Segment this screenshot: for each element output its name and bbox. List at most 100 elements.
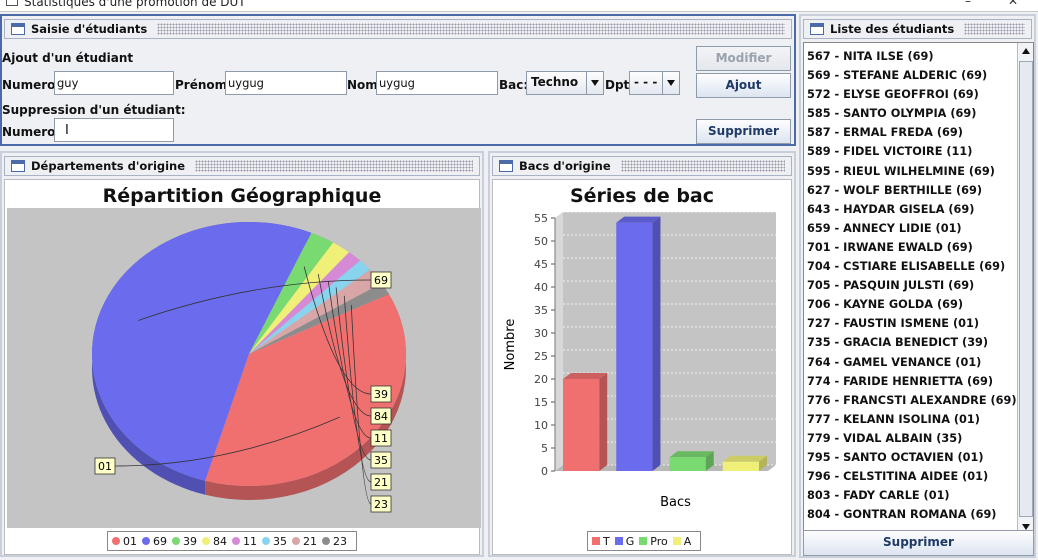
legend-square-icon: [592, 537, 600, 545]
pie-legend-label: 84: [213, 535, 227, 548]
bar-y-tick-label: 25: [534, 350, 548, 363]
bar-chart: 0 5 10 15 20 25 30 35 40 45 50 55 Nombre Bacs: [493, 208, 791, 528]
suppr-numero-label: Numero:: [2, 125, 60, 139]
bar-y-tick-label: 5: [541, 442, 548, 455]
list-scrollbar[interactable]: [1017, 43, 1034, 537]
drag-grip[interactable]: [195, 160, 473, 172]
list-item[interactable]: 779 - VIDAL ALBAIN (35): [804, 429, 1016, 448]
list-item[interactable]: 572 - ELYSE GEOFFROI (69): [804, 85, 1016, 104]
list-item[interactable]: 727 - FAUSTIN ISMENE (01): [804, 314, 1016, 333]
liste-frame: Liste des étudiants 567 - NITA ILSE (69)…: [799, 14, 1036, 558]
saisie-header[interactable]: Saisie d'étudiants: [4, 19, 792, 39]
bar-y-tick-label: 55: [534, 212, 548, 225]
list-item[interactable]: 776 - FRANCSTI ALEXANDRE (69): [804, 391, 1016, 410]
bar-y-tick-label: 30: [534, 327, 548, 340]
scroll-up-icon[interactable]: [1018, 43, 1034, 59]
legend-dot-icon: [202, 537, 210, 545]
list-item[interactable]: 704 - CSTIARE ELISABELLE (69): [804, 257, 1016, 276]
bar-y-tick-label: 10: [534, 419, 548, 432]
bar-legend-label: A: [684, 535, 692, 548]
bar-G: [616, 223, 652, 471]
pie-label: 11: [374, 432, 388, 445]
prenom-input[interactable]: uygug: [225, 71, 347, 95]
dpt-select[interactable]: - - -: [629, 71, 680, 95]
legend-dot-icon: [172, 537, 180, 545]
list-item[interactable]: 643 - HAYDAR GISELA (69): [804, 200, 1016, 219]
pie-legend-item: 39: [172, 535, 197, 548]
scroll-thumb[interactable]: [1019, 61, 1033, 517]
chevron-down-icon[interactable]: [662, 72, 679, 94]
pie-legend-label: 01: [123, 535, 137, 548]
chevron-down-icon[interactable]: [586, 72, 603, 94]
liste-title: Liste des étudiants: [830, 22, 954, 36]
bac-value: Techno: [531, 75, 578, 89]
bar-legend-item: A: [673, 535, 692, 548]
pie-legend-item: 01: [112, 535, 137, 548]
bar-legend-item: T: [592, 535, 610, 548]
list-item[interactable]: 659 - ANNECY LIDIE (01): [804, 219, 1016, 238]
list-item[interactable]: 585 - SANTO OLYMPIA (69): [804, 104, 1016, 123]
drag-grip[interactable]: [964, 23, 1025, 35]
pie-legend-item: 11: [232, 535, 257, 548]
numero-input[interactable]: guy: [54, 71, 174, 95]
list-item[interactable]: 701 - IRWANE EWALD (69): [804, 238, 1016, 257]
list-item[interactable]: 804 - GONTRAN ROMANA (69): [804, 505, 1016, 524]
bar-legend-item: G: [615, 535, 635, 548]
window-titlebar: Statistiques d'une promotion de DUT – ✕: [0, 0, 1038, 12]
list-item[interactable]: 795 - SANTO OCTAVIEN (01): [804, 448, 1016, 467]
student-list[interactable]: 567 - NITA ILSE (69) 569 - STEFANE ALDERI…: [803, 42, 1034, 538]
suppr-numero-input[interactable]: I: [54, 118, 174, 142]
pie-legend-label: 39: [183, 535, 197, 548]
list-item[interactable]: 777 - KELANN ISOLINA (01): [804, 410, 1016, 429]
drag-grip[interactable]: [157, 23, 785, 35]
pie-label: 21: [374, 476, 388, 489]
frame-icon: [11, 160, 25, 172]
pie-legend-item: 35: [262, 535, 287, 548]
frame-icon: [11, 23, 25, 35]
list-item[interactable]: 705 - PASQUIN JULSTI (69): [804, 276, 1016, 295]
pie-label: 69: [374, 274, 388, 287]
departements-header[interactable]: Départements d'origine: [4, 156, 480, 176]
liste-header[interactable]: Liste des étudiants: [803, 19, 1032, 39]
saisie-frame: Saisie d'étudiants Ajout d'un étudiant N…: [0, 14, 796, 146]
list-item[interactable]: 764 - GAMEL VENANCE (01): [804, 353, 1016, 372]
bar-legend-label: T: [603, 535, 610, 548]
close-button[interactable]: ✕: [1005, 0, 1021, 8]
bacs-frame: Bacs d'origine Séries de bac 0 5 10 15 20 25 3…: [488, 151, 796, 557]
drag-grip[interactable]: [621, 160, 785, 172]
list-item[interactable]: 589 - FIDEL VICTOIRE (11): [804, 142, 1016, 161]
list-item[interactable]: 803 - FADY CARLE (01): [804, 486, 1016, 505]
bar-plot-wall: [555, 212, 563, 471]
list-item[interactable]: 567 - NITA ILSE (69): [804, 47, 1016, 66]
list-item[interactable]: 774 - FARIDE HENRIETTA (69): [804, 372, 1016, 391]
list-item[interactable]: 706 - KAYNE GOLDA (69): [804, 295, 1016, 314]
bacs-header[interactable]: Bacs d'origine: [492, 156, 792, 176]
ajout-button[interactable]: Ajout: [696, 73, 791, 98]
bar-legend: T G Pro A: [587, 531, 701, 551]
list-item[interactable]: 796 - CELSTITINA AIDEE (01): [804, 467, 1016, 486]
minimize-button[interactable]: –: [960, 0, 976, 8]
bar-legend-item: Pro: [639, 535, 667, 548]
bar-side: [652, 217, 660, 471]
pie-label: 39: [374, 388, 388, 401]
departements-title: Départements d'origine: [31, 159, 185, 173]
legend-dot-icon: [322, 537, 330, 545]
departements-frame: Départements d'origine Répartition Géogr…: [0, 151, 484, 557]
nom-input[interactable]: uygug: [376, 71, 498, 95]
modifier-button[interactable]: Modifier: [696, 46, 791, 71]
bac-select[interactable]: Techno: [526, 71, 604, 95]
legend-square-icon: [615, 537, 623, 545]
supprimer-list-button[interactable]: Supprimer: [803, 530, 1034, 556]
pie-legend-label: 69: [153, 535, 167, 548]
supprimer-student-button[interactable]: Supprimer: [696, 119, 791, 144]
pie-chart: 0169398411352123: [7, 208, 481, 528]
list-item[interactable]: 595 - RIEUL WILHELMINE (69): [804, 162, 1016, 181]
app-icon: [6, 0, 18, 6]
window-title: Statistiques d'une promotion de DUT: [24, 0, 246, 9]
list-item[interactable]: 587 - ERMAL FREDA (69): [804, 123, 1016, 142]
list-item[interactable]: 569 - STEFANE ALDERIC (69): [804, 66, 1016, 85]
list-item[interactable]: 735 - GRACIA BENEDICT (39): [804, 333, 1016, 352]
bar-side: [599, 373, 607, 471]
list-item[interactable]: 627 - WOLF BERTHILLE (69): [804, 181, 1016, 200]
legend-square-icon: [639, 537, 647, 545]
